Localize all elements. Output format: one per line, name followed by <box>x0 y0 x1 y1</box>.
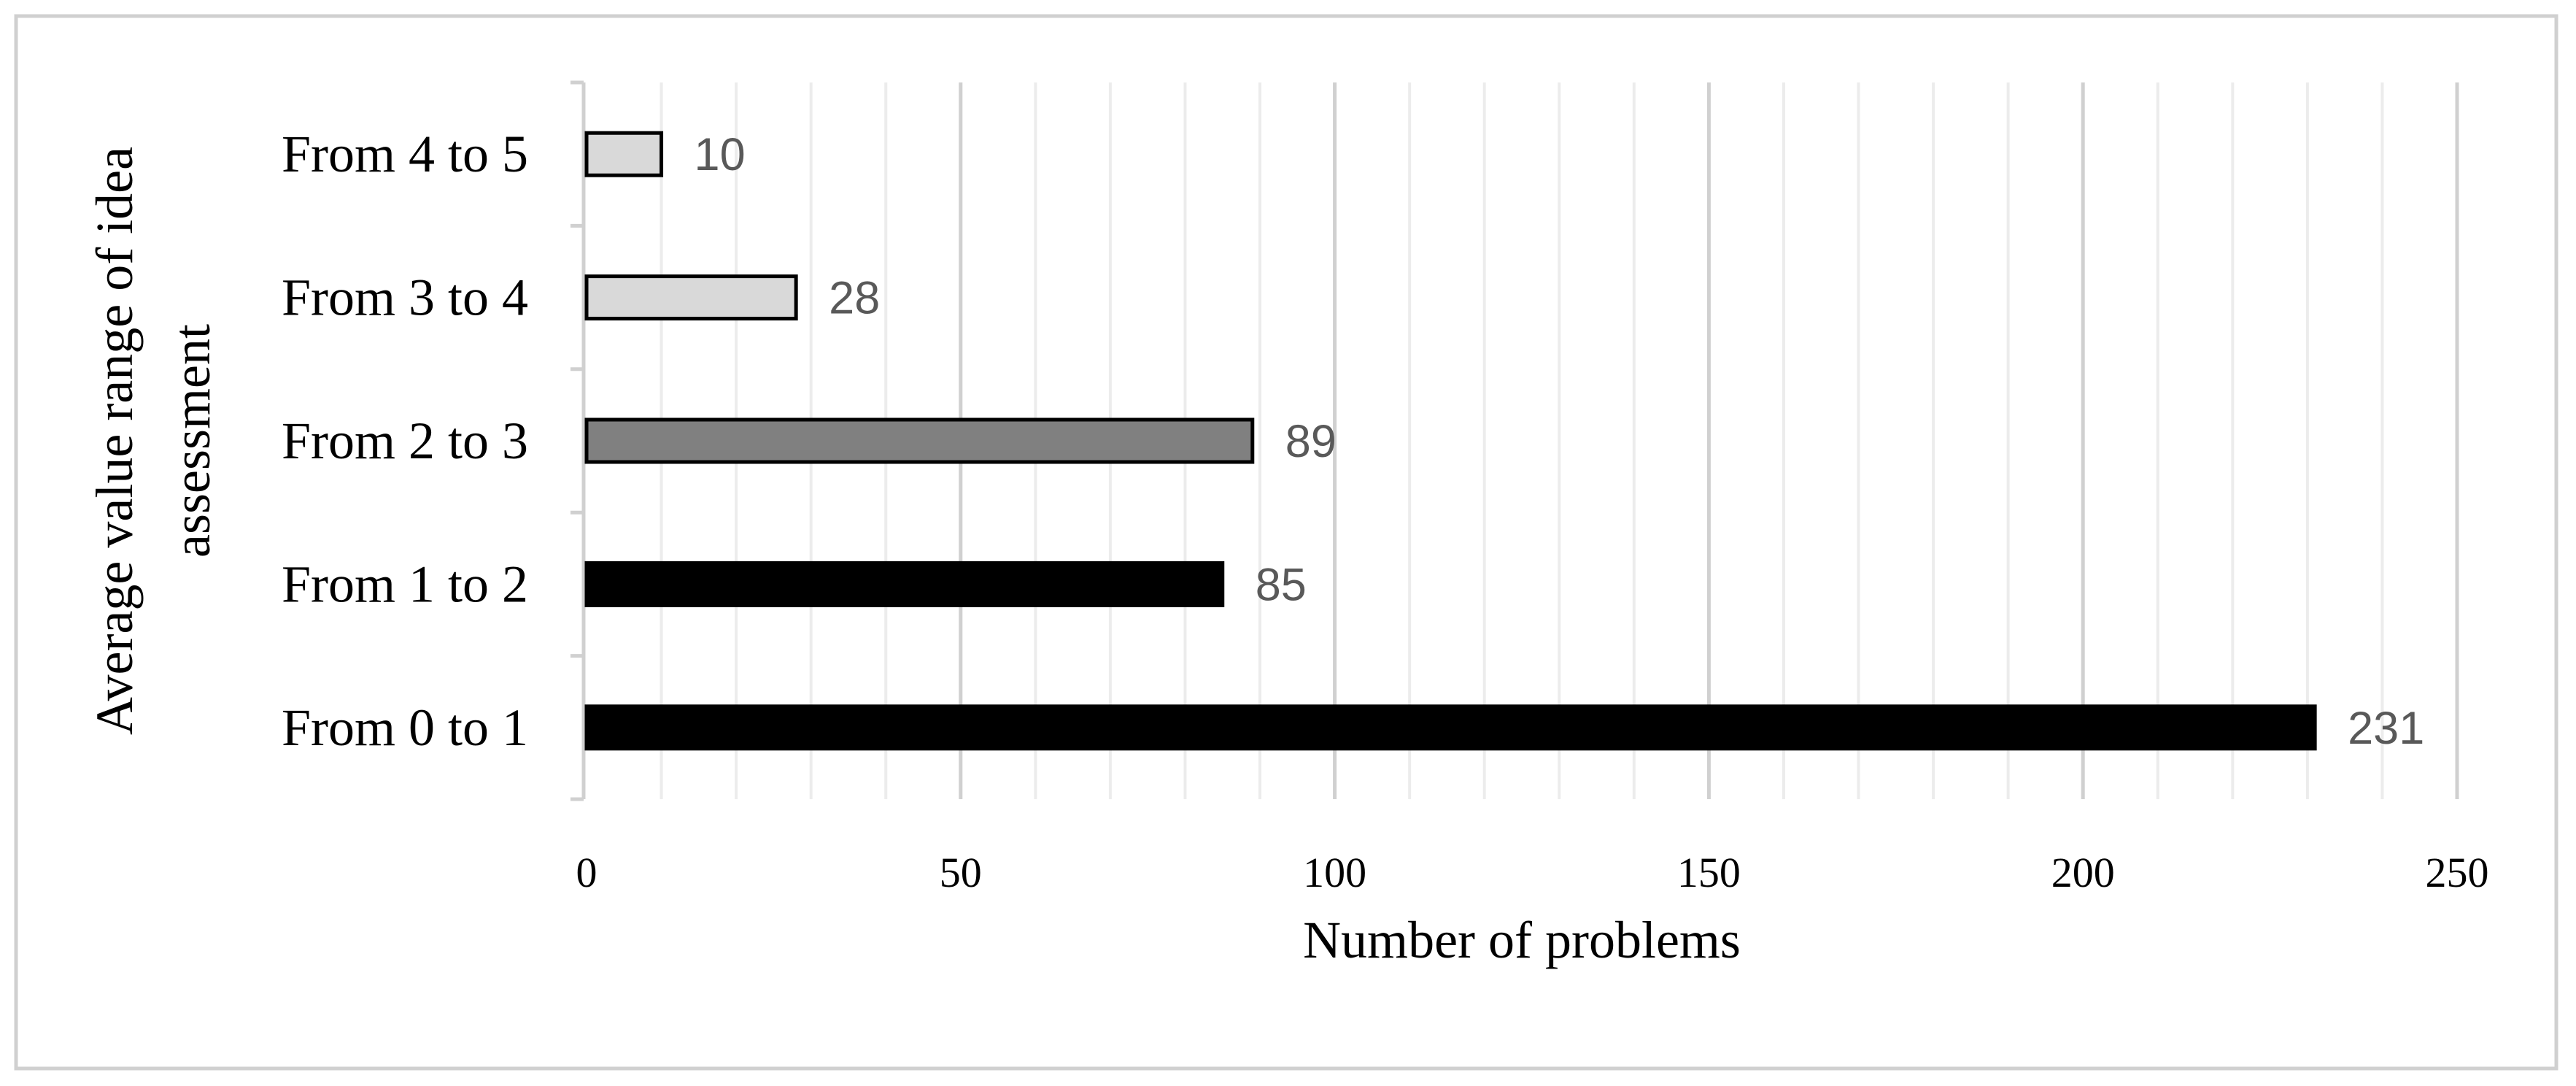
bar <box>584 131 664 177</box>
chart-frame <box>14 14 2558 1071</box>
x-tick-label: 150 <box>1677 849 1741 896</box>
x-tick-label: 200 <box>2051 849 2115 896</box>
value-label: 231 <box>2348 703 2424 754</box>
y-tick-label: From 3 to 4 <box>282 269 528 327</box>
x-axis-title: Number of problems <box>1303 911 1741 969</box>
bar <box>584 561 1225 607</box>
value-label: 28 <box>829 273 880 324</box>
y-axis-title: Average value range of idea assessment <box>85 146 221 736</box>
bar <box>584 274 798 321</box>
value-label: 85 <box>1256 559 1307 610</box>
bar <box>584 704 2317 751</box>
x-tick-label: 0 <box>576 849 597 896</box>
x-tick-label: 50 <box>940 849 982 896</box>
value-label: 10 <box>695 129 746 180</box>
y-tick-label: From 1 to 2 <box>282 555 528 613</box>
y-tick-label: From 4 to 5 <box>282 125 528 183</box>
bar <box>584 417 1255 464</box>
x-tick-label: 100 <box>1303 849 1366 896</box>
y-tick-label: From 2 to 3 <box>282 412 528 470</box>
x-tick-label: 250 <box>2426 849 2489 896</box>
y-tick-label: From 0 to 1 <box>282 698 528 757</box>
value-label: 89 <box>1285 416 1337 467</box>
